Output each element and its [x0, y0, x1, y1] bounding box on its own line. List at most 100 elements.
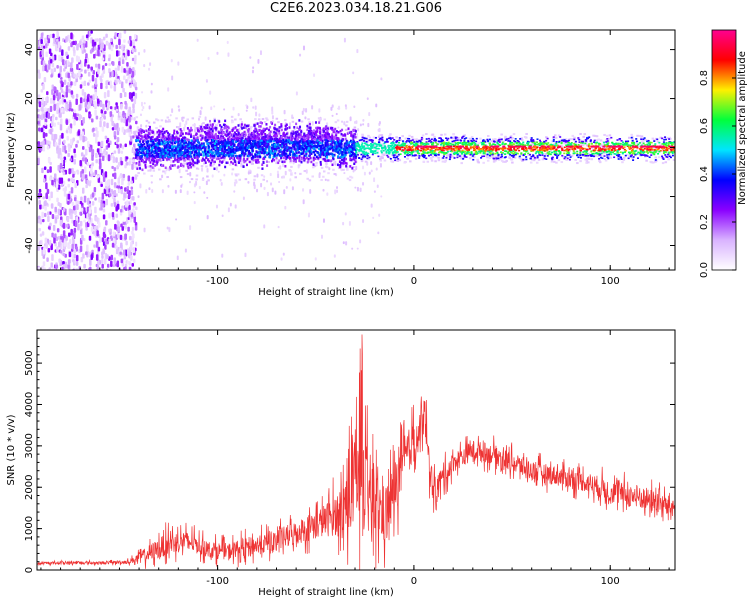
spectrogram-cell	[257, 125, 260, 128]
spectrogram-cell	[206, 168, 209, 173]
spectrogram-cell	[124, 187, 127, 192]
spectrogram-cell	[65, 85, 69, 93]
spectrogram-cell	[295, 91, 298, 96]
spectrogram-cell	[122, 197, 126, 201]
spectrogram-cell	[248, 169, 251, 172]
spectrogram-cell	[251, 69, 254, 74]
spectrogram-cell	[346, 168, 349, 171]
spectrogram-cell	[227, 154, 230, 158]
spectrogram-cell	[53, 104, 56, 111]
spectrogram-cell	[120, 118, 123, 122]
spectrogram-cell	[123, 114, 126, 118]
spectrogram-cell	[93, 41, 97, 46]
spectrogram-cell	[280, 128, 283, 132]
spectrogram-cell	[171, 164, 174, 167]
spectrogram-cell	[389, 133, 392, 136]
spectrogram-cell	[349, 165, 352, 168]
spectrogram-cell	[261, 132, 264, 136]
spectrogram-cell	[380, 195, 383, 198]
spectrogram-cell	[83, 207, 86, 214]
spectrogram-cell	[70, 248, 74, 252]
spectrogram-cell	[132, 146, 135, 153]
spectrogram-cell	[160, 164, 163, 167]
spectrogram-cell	[268, 145, 271, 149]
spectrogram-cell	[199, 134, 202, 137]
spectrogram-cell	[70, 41, 73, 48]
spectrogram-cell	[128, 161, 131, 166]
spectrogram-cell	[129, 235, 132, 241]
spectrogram-cell	[336, 189, 339, 194]
spectrogram-cell	[431, 155, 435, 158]
spectrogram-cell	[342, 162, 345, 165]
spectrogram-cell	[302, 45, 305, 51]
spectrogram-cell	[111, 120, 114, 126]
spectrogram-cell	[308, 129, 311, 133]
spectrogram-cell	[350, 145, 353, 149]
spectrogram-cell	[85, 251, 88, 256]
spectrogram-cell	[60, 118, 63, 125]
spectrogram-cell	[120, 188, 124, 195]
spectrogram-cell	[100, 78, 103, 83]
spectrogram-cell	[199, 110, 202, 116]
spectrogram-cell	[96, 265, 100, 270]
spectrogram-cell	[121, 145, 125, 150]
spectrogram-cell	[594, 154, 598, 157]
spectrogram-cell	[61, 236, 65, 243]
spectrogram-cell	[135, 120, 138, 125]
spectrogram-cell	[52, 95, 56, 101]
spectrogram-cell	[112, 264, 116, 268]
spectrogram-cell	[280, 257, 283, 261]
spectrogram-cell	[105, 151, 108, 156]
spectrogram-cell	[134, 86, 138, 91]
spectrogram-cell	[115, 44, 118, 50]
spectrogram-cell	[277, 225, 280, 229]
spectrogram-cell	[37, 108, 40, 112]
spectrogram-cell	[259, 50, 262, 56]
spectrogram-cell	[315, 144, 318, 148]
spectrogram-cell	[74, 40, 77, 46]
spectrogram-cell	[284, 170, 287, 176]
spectrogram-cell	[270, 159, 273, 163]
spectrogram-cell	[114, 67, 118, 73]
spectrogram-cell	[56, 64, 59, 69]
spectrogram-cell	[550, 160, 554, 163]
spectrogram-cell	[593, 134, 597, 137]
spectrogram-cell	[99, 162, 102, 169]
spectrogram-cell	[60, 88, 64, 93]
spectrogram-cell	[46, 257, 49, 262]
spectrogram-cell	[122, 249, 126, 256]
spectrogram-cell	[315, 155, 318, 159]
spectrogram-cell	[305, 145, 308, 149]
spectrogram-cell	[208, 160, 211, 163]
spectrogram-cell	[73, 53, 76, 57]
spectrogram-cell	[133, 97, 137, 105]
spectrogram-cell	[91, 85, 95, 89]
spectrogram-cell	[145, 189, 148, 194]
spectrogram-cell	[118, 45, 122, 50]
spectrogram-cell	[293, 126, 296, 129]
spectrogram-cell	[340, 133, 343, 136]
spectrogram-cell	[282, 162, 285, 168]
spectrogram-cell	[123, 39, 126, 43]
spectrogram-cell	[122, 221, 126, 225]
spectrogram-cell	[81, 168, 85, 174]
spectrogram-cell	[278, 180, 281, 183]
spectrogram-cell	[114, 223, 117, 230]
spectrogram-cell	[241, 127, 244, 130]
spectrogram-cell	[446, 154, 449, 157]
spectrogram-cell	[343, 37, 346, 43]
spectrogram-cell	[415, 138, 418, 141]
spectrogram-cell	[187, 132, 190, 136]
spectrogram-cell	[292, 159, 295, 163]
spectrogram-cell	[350, 176, 354, 179]
spectrogram-cell	[344, 137, 347, 141]
spectrogram-cell	[403, 161, 406, 164]
spectrogram-cell	[282, 156, 285, 160]
spectrogram-cell	[42, 247, 46, 255]
spectrogram-cell	[71, 251, 74, 258]
spectrogram-cell	[340, 136, 343, 139]
spectrogram-cell	[102, 248, 105, 254]
spectrogram-cell	[351, 167, 354, 170]
spectrogram-cell	[150, 181, 153, 184]
spectrogram-cell	[181, 139, 184, 142]
